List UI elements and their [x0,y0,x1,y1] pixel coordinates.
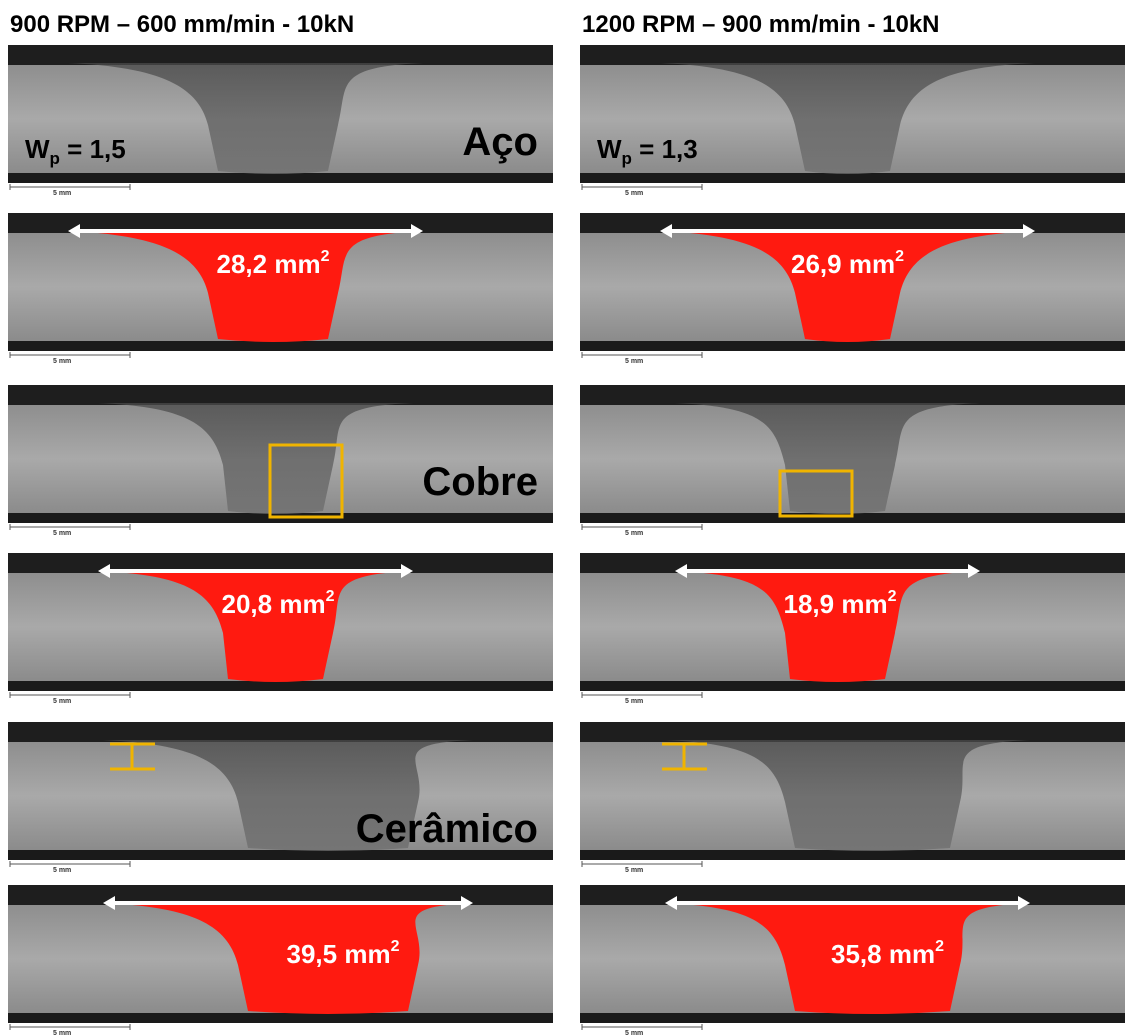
area-sup: 2 [888,588,897,605]
wp-base: W [597,134,622,164]
bottom-band [580,1013,1125,1023]
area-value: 28,2 mm [217,249,321,279]
wp-base: W [25,134,50,164]
area-value: 39,5 mm [287,939,391,969]
macrograph-panel: 5 mm 28,2 mm2 [8,213,553,365]
macrograph-panel: 5 mm [580,722,1125,874]
bottom-band [8,173,553,183]
area-value: 35,8 mm [831,939,935,969]
top-band [8,385,553,405]
bottom-band [580,850,1125,860]
scale-label: 5 mm [53,698,71,705]
scale-label: 5 mm [625,1030,643,1036]
bottom-band [580,341,1125,351]
material-label: Aço [462,120,538,164]
wp-rest: = 1,5 [60,134,126,164]
scale-label: 5 mm [53,358,71,365]
wp-label: Wp = 1,3 [597,134,698,168]
macrograph-panel: 5 mm 35,8 mm2 [580,885,1125,1036]
scale-label: 5 mm [625,698,643,705]
area-label: 20,8 mm2 [222,588,335,619]
area-value: 26,9 mm [791,249,895,279]
macrograph-panel: 5 mm Cobre [8,385,553,537]
top-band [580,45,1125,65]
macrograph-panel: 5 mm Cerâmico [8,722,553,874]
figure: 900 RPM – 600 mm/min - 10kN 5 mm Aço Wp = 1… [0,0,1128,1036]
macrograph-panel: 5 mm Aço Wp = 1,5 [8,45,553,197]
area-sup: 2 [895,248,904,265]
wp-rest: = 1,3 [632,134,698,164]
macrograph-panel: 5 mm [580,385,1125,537]
area-value: 18,9 mm [784,589,888,619]
wp-sub: p [622,149,632,168]
top-band [580,385,1125,405]
macrograph-panel: 5 mm 18,9 mm2 [580,553,1125,705]
bottom-band [8,850,553,860]
scale-label: 5 mm [625,358,643,365]
scale-label: 5 mm [625,190,643,197]
area-sup: 2 [391,938,400,955]
area-label: 35,8 mm2 [831,938,944,969]
wp-label: Wp = 1,5 [25,134,126,168]
scale-label: 5 mm [53,1030,71,1036]
area-label: 39,5 mm2 [287,938,400,969]
area-label: 28,2 mm2 [217,248,330,279]
area-label: 26,9 mm2 [791,248,904,279]
macrograph-panel: 5 mm Wp = 1,3 [580,45,1125,197]
area-value: 20,8 mm [222,589,326,619]
top-band [8,45,553,65]
bottom-band [580,173,1125,183]
area-sup: 2 [326,588,335,605]
top-band [8,722,553,742]
column-title: 1200 RPM – 900 mm/min - 10kN [582,11,940,38]
macrograph-panel: 5 mm 26,9 mm2 [580,213,1125,365]
area-sup: 2 [321,248,330,265]
bottom-band [580,681,1125,691]
material-label: Cobre [422,460,538,504]
bottom-band [8,681,553,691]
bottom-band [8,1013,553,1023]
area-sup: 2 [935,938,944,955]
macrograph-panel: 5 mm 20,8 mm2 [8,553,553,705]
scale-label: 5 mm [53,190,71,197]
wp-sub: p [50,149,60,168]
column-title: 900 RPM – 600 mm/min - 10kN [10,11,354,38]
scale-label: 5 mm [53,530,71,537]
scale-label: 5 mm [625,867,643,874]
material-label: Cerâmico [356,807,538,851]
top-band [580,722,1125,742]
bottom-band [8,341,553,351]
area-label: 18,9 mm2 [784,588,897,619]
scale-label: 5 mm [53,867,71,874]
macrograph-panel: 5 mm 39,5 mm2 [8,885,553,1036]
scale-label: 5 mm [625,530,643,537]
